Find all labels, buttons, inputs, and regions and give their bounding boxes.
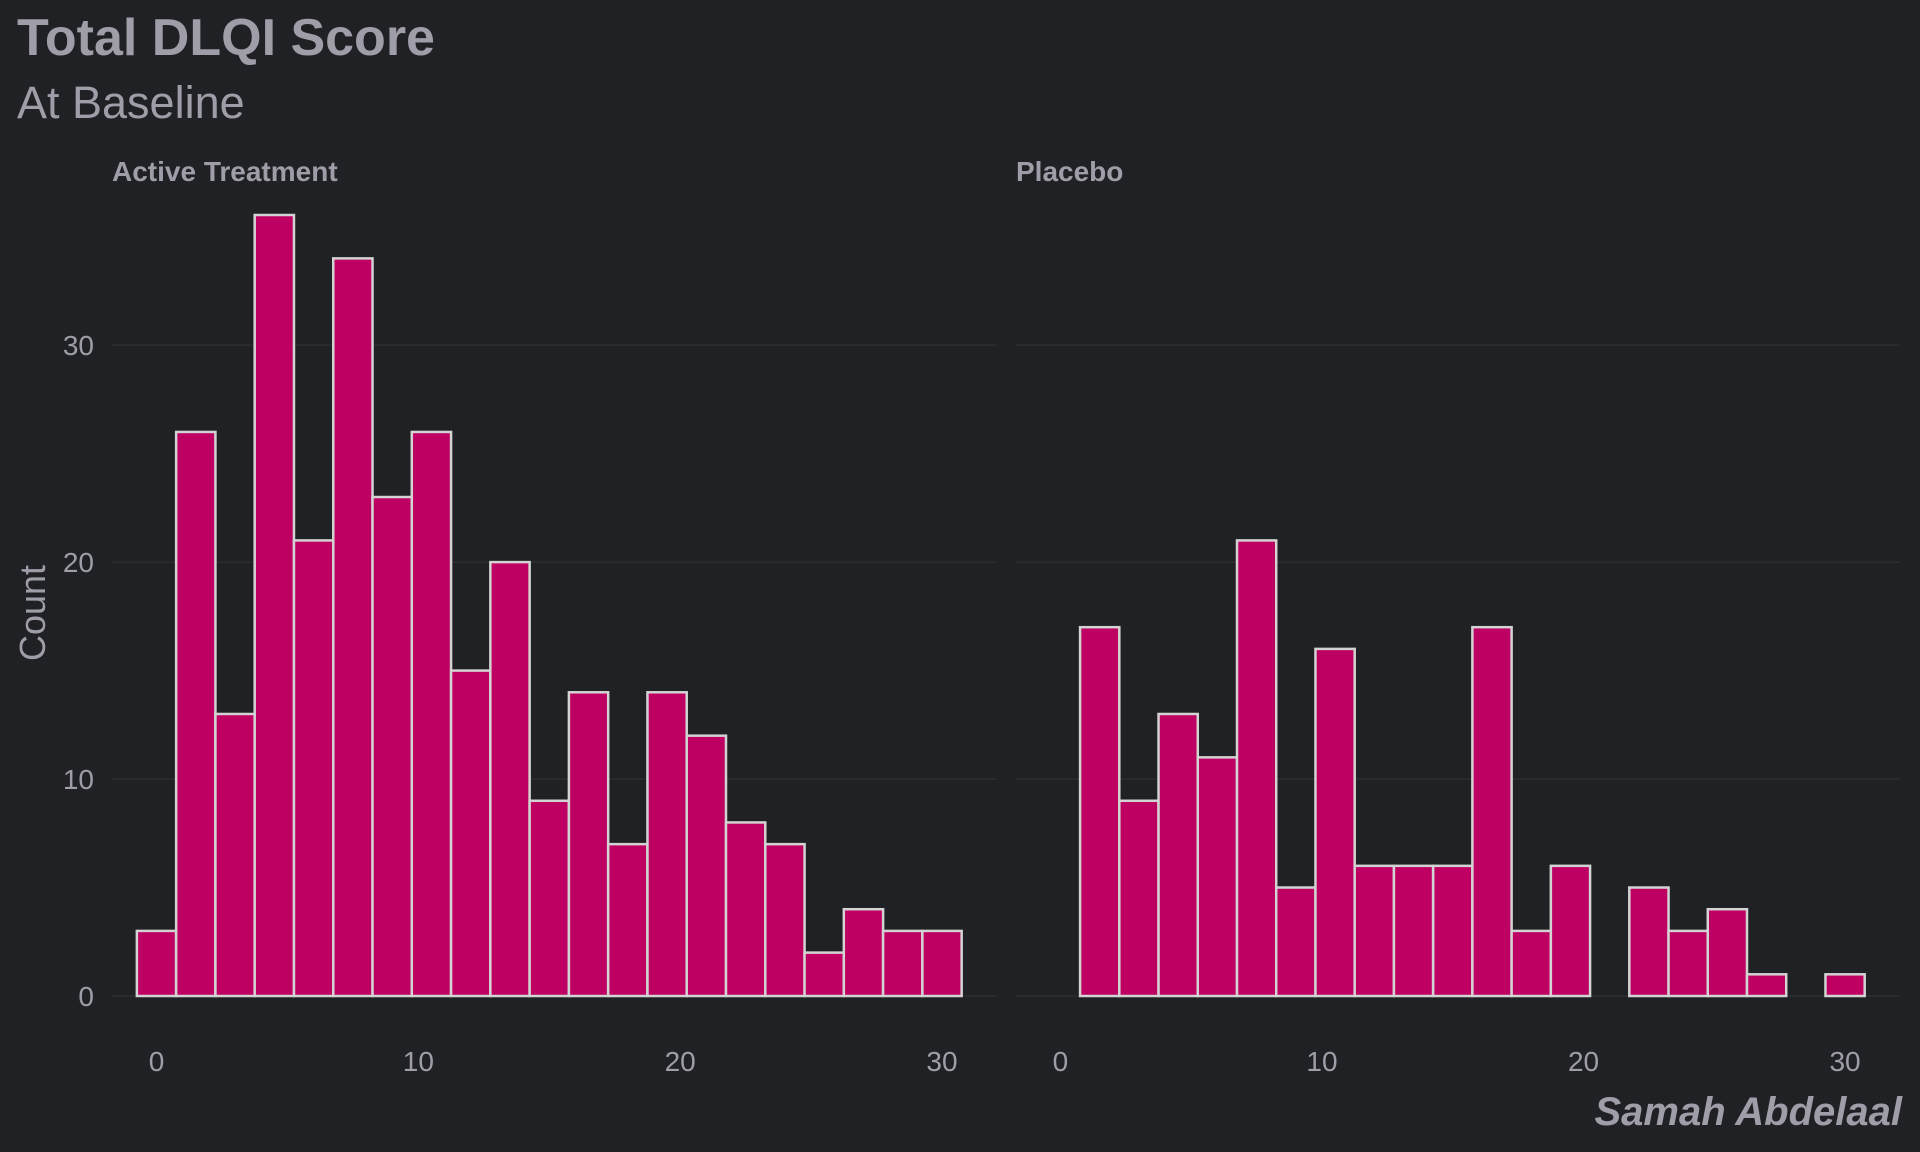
panel-title-placebo: Placebo <box>1016 156 1123 187</box>
chart-title: Total DLQI Score <box>17 9 435 67</box>
y-axis-label: Count <box>12 565 53 661</box>
y-tick-label: 10 <box>63 764 94 795</box>
histogram-bar <box>1431 864 1474 998</box>
x-tick-label: 0 <box>1053 1046 1069 1077</box>
chart-subtitle: At Baseline <box>17 77 245 128</box>
panel-title-active: Active Treatment <box>112 156 338 187</box>
histogram-bar <box>1628 886 1670 998</box>
x-tick-label: 10 <box>403 1046 434 1077</box>
histogram-bar <box>410 430 453 998</box>
x-tick-label: 30 <box>1829 1046 1860 1077</box>
histogram-bar <box>881 929 924 998</box>
histogram-bar <box>1667 929 1710 998</box>
histogram-bar <box>489 560 531 998</box>
histogram-bar <box>842 907 885 998</box>
histogram-bar <box>1549 864 1592 998</box>
histogram-bar <box>1078 625 1121 998</box>
x-tick-label: 30 <box>926 1046 957 1077</box>
histogram-bar <box>1118 799 1160 998</box>
x-tick-label: 10 <box>1306 1046 1337 1077</box>
histogram-bar <box>921 929 963 998</box>
histogram-bar <box>528 799 571 998</box>
histogram-bar <box>1196 756 1239 998</box>
histogram-bar <box>1235 539 1278 998</box>
histogram-bar <box>803 951 846 998</box>
histogram-bar <box>1314 647 1356 998</box>
histogram-bar <box>174 430 217 998</box>
histogram-bar <box>1510 929 1553 998</box>
histogram-bar <box>606 842 649 998</box>
x-tick-label: 0 <box>149 1046 165 1077</box>
x-tick-label: 20 <box>665 1046 696 1077</box>
histogram-bar <box>371 495 414 998</box>
histogram-bar <box>1274 886 1317 998</box>
y-tick-label: 0 <box>78 981 94 1012</box>
panel-active-treatment: 0 10 20 30 0 10 20 30 <box>63 213 997 1077</box>
histogram-bar <box>1471 625 1513 998</box>
histogram-bar <box>1824 973 1866 998</box>
histogram-bar <box>764 842 806 998</box>
histogram-bar <box>292 539 335 998</box>
histogram-bar <box>1157 712 1200 998</box>
histogram-bar <box>253 213 296 998</box>
x-tick-label: 20 <box>1568 1046 1599 1077</box>
histogram-bar <box>646 691 688 998</box>
histogram-bar <box>685 734 728 998</box>
histogram-bar <box>567 691 610 998</box>
histogram-bar <box>724 821 767 998</box>
histogram-bar <box>1745 973 1788 998</box>
y-tick-label: 20 <box>63 547 94 578</box>
histogram-bar <box>1706 907 1749 998</box>
histogram-bar <box>214 712 256 998</box>
panel-placebo: 0 10 20 30 <box>1016 344 1900 1077</box>
histogram-bar <box>1353 864 1396 998</box>
histogram-bar <box>135 929 178 998</box>
y-tick-label: 30 <box>63 330 94 361</box>
caption: Samah Abdelaal <box>1594 1090 1902 1134</box>
histogram-bar <box>1392 864 1435 998</box>
histogram-bar <box>449 669 492 998</box>
histogram-bar <box>332 257 374 998</box>
